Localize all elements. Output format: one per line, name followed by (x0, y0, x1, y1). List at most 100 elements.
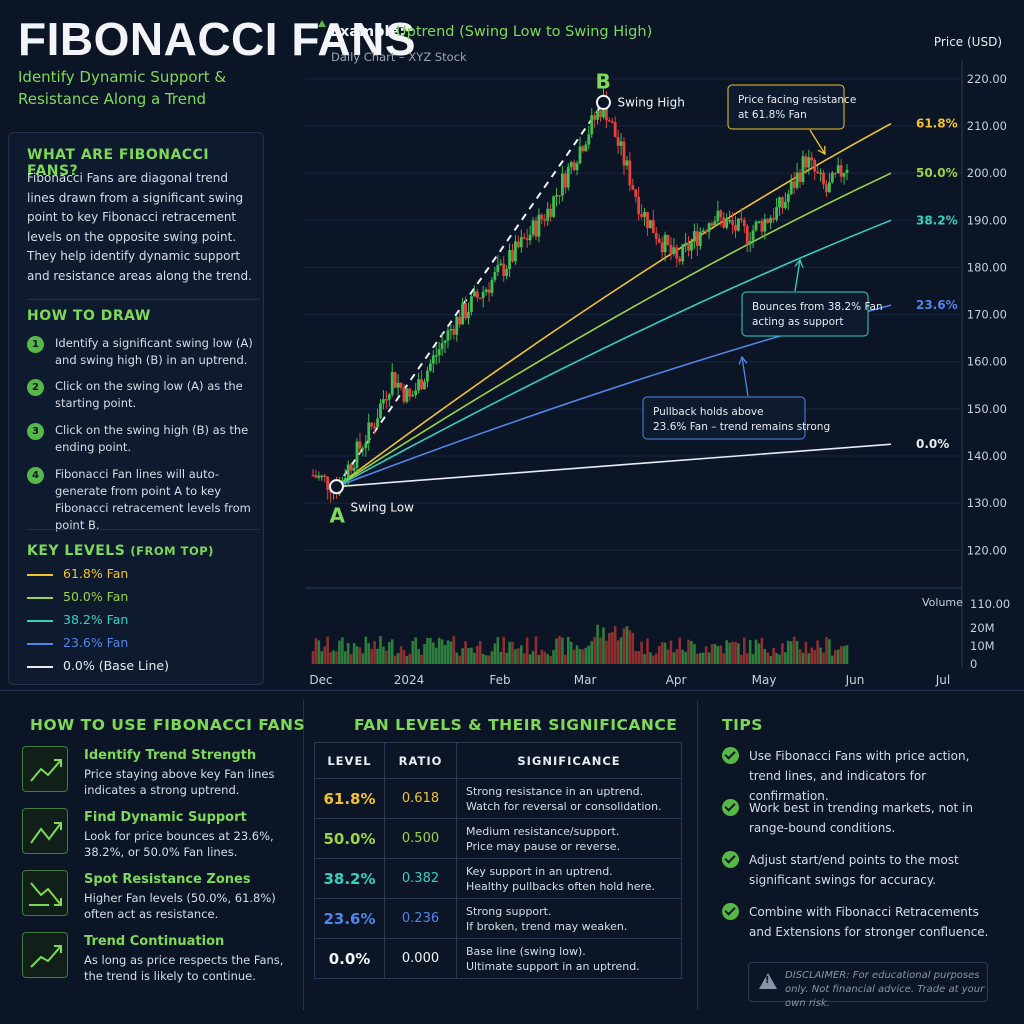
annotation-text: Bounces from 38.2% Fan (752, 301, 883, 313)
volume-bar (476, 645, 479, 664)
level-swatch (27, 620, 53, 622)
candle-body (428, 363, 432, 371)
volume-bar (763, 648, 767, 664)
candle-body (707, 223, 711, 232)
candle-body (525, 238, 529, 241)
x-tick-label: Mar (574, 673, 597, 687)
x-tick-label: Apr (666, 673, 687, 687)
candle-body (584, 144, 588, 152)
volume-bar (335, 651, 338, 664)
candle-body (575, 163, 579, 171)
col-level: LEVEL (314, 742, 385, 779)
volume-bar (520, 645, 523, 664)
y-axis-label: Price (USD) (934, 35, 1002, 49)
volume-bar (801, 652, 805, 664)
volume-bar (390, 639, 394, 664)
significance-line: Base line (swing low). (466, 944, 586, 958)
volume-bar (731, 641, 734, 664)
significance-line: Key support in an uptrend. (466, 864, 613, 878)
significance-cell: Key support in an uptrend. Healthy pullba… (456, 858, 682, 899)
volume-bar (478, 641, 482, 664)
volume-bar (549, 655, 552, 664)
table-row: 23.6% 0.236 Strong support. If broken, tren… (314, 898, 682, 939)
candle-body (610, 121, 614, 124)
point-a-label: A (329, 504, 345, 528)
volume-bar (343, 651, 347, 664)
candle-body (358, 441, 362, 449)
candle-body (842, 172, 846, 177)
candle-body (578, 146, 582, 164)
volume-bar (376, 648, 379, 664)
tip-text: Use Fibonacci Fans with price action, tr… (749, 749, 970, 803)
candle-body (778, 197, 781, 208)
volume-bar (352, 643, 356, 664)
candle-body (384, 399, 388, 401)
tip-text: Adjust start/end points to the most sign… (749, 853, 959, 887)
candle-body (511, 249, 514, 262)
candle-body (470, 296, 473, 312)
chart-subtitle: Daily Chart – XYZ Stock (331, 50, 467, 64)
candle-body (581, 146, 585, 152)
significance-cell: Base line (swing low). Ultimate support i… (456, 938, 682, 979)
step-number: 4 (27, 467, 44, 484)
x-tick-label: Jun (845, 673, 865, 687)
page-subtitle: Identify Dynamic Support & Resistance Al… (18, 68, 227, 108)
candle-body (519, 237, 523, 248)
volume-bar (385, 650, 388, 664)
candle-body (402, 387, 406, 402)
candle-body (701, 230, 705, 233)
volume-bar (355, 646, 359, 664)
volume-bar (578, 648, 582, 664)
candle-body (522, 237, 526, 239)
volume-bar (725, 640, 728, 664)
significance-cell: Strong resistance in an uptrend. Watch fo… (456, 778, 682, 819)
volume-bar (370, 648, 373, 664)
candle-body (549, 208, 553, 217)
ratio-cell: 0.618 (384, 778, 457, 819)
significance-line: Strong support. (466, 904, 552, 918)
y-tick-label: 180.00 (967, 260, 1007, 274)
candle-body (845, 169, 849, 173)
candle-body (440, 343, 444, 350)
candle-body (731, 219, 734, 225)
x-tick-label: Jul (935, 673, 950, 687)
volume-bar (666, 649, 670, 664)
candle-body (355, 441, 359, 468)
how-to-use-item: Identify Trend Strength Price staying abo… (22, 746, 292, 802)
candle-body (646, 212, 649, 229)
volume-bar (675, 649, 679, 664)
candle-body (587, 134, 591, 145)
candle-body (555, 195, 558, 197)
disclaimer-text: DISCLAIMER: For educational purposes onl… (785, 970, 985, 1009)
volume-bar (825, 637, 828, 664)
candle-body (789, 181, 793, 195)
candle-body (795, 172, 799, 188)
table-row: 61.8% 0.618 Strong resistance in an uptren… (314, 778, 682, 819)
volume-bar (443, 644, 447, 664)
volume-bar (587, 645, 591, 664)
candle-body (370, 422, 374, 427)
candle-body (484, 289, 488, 292)
volume-bar (707, 652, 711, 664)
significance-cell: Medium resistance/support. Price may paus… (456, 818, 682, 859)
point-b-label: B (595, 69, 610, 93)
key-levels-suffix: (FROM TOP) (130, 544, 214, 558)
x-tick-label: May (752, 673, 777, 687)
step-number: 3 (27, 423, 44, 440)
volume-bar (531, 651, 535, 664)
candle-body (560, 173, 564, 196)
volume-bar (748, 639, 752, 664)
y-tick-label: 160.00 (967, 355, 1007, 369)
candle-body (411, 394, 415, 397)
candle-body (590, 115, 594, 135)
volume-bar (496, 637, 500, 664)
candle-body (496, 264, 500, 272)
candle-body (569, 162, 573, 168)
candle-body (640, 214, 644, 217)
candle-body (651, 220, 655, 233)
volume-bar (405, 655, 409, 664)
how-heading: HOW TO DRAW (27, 308, 151, 324)
volume-bar (517, 648, 520, 664)
volume-bar (484, 655, 488, 664)
candle-body (393, 372, 397, 388)
